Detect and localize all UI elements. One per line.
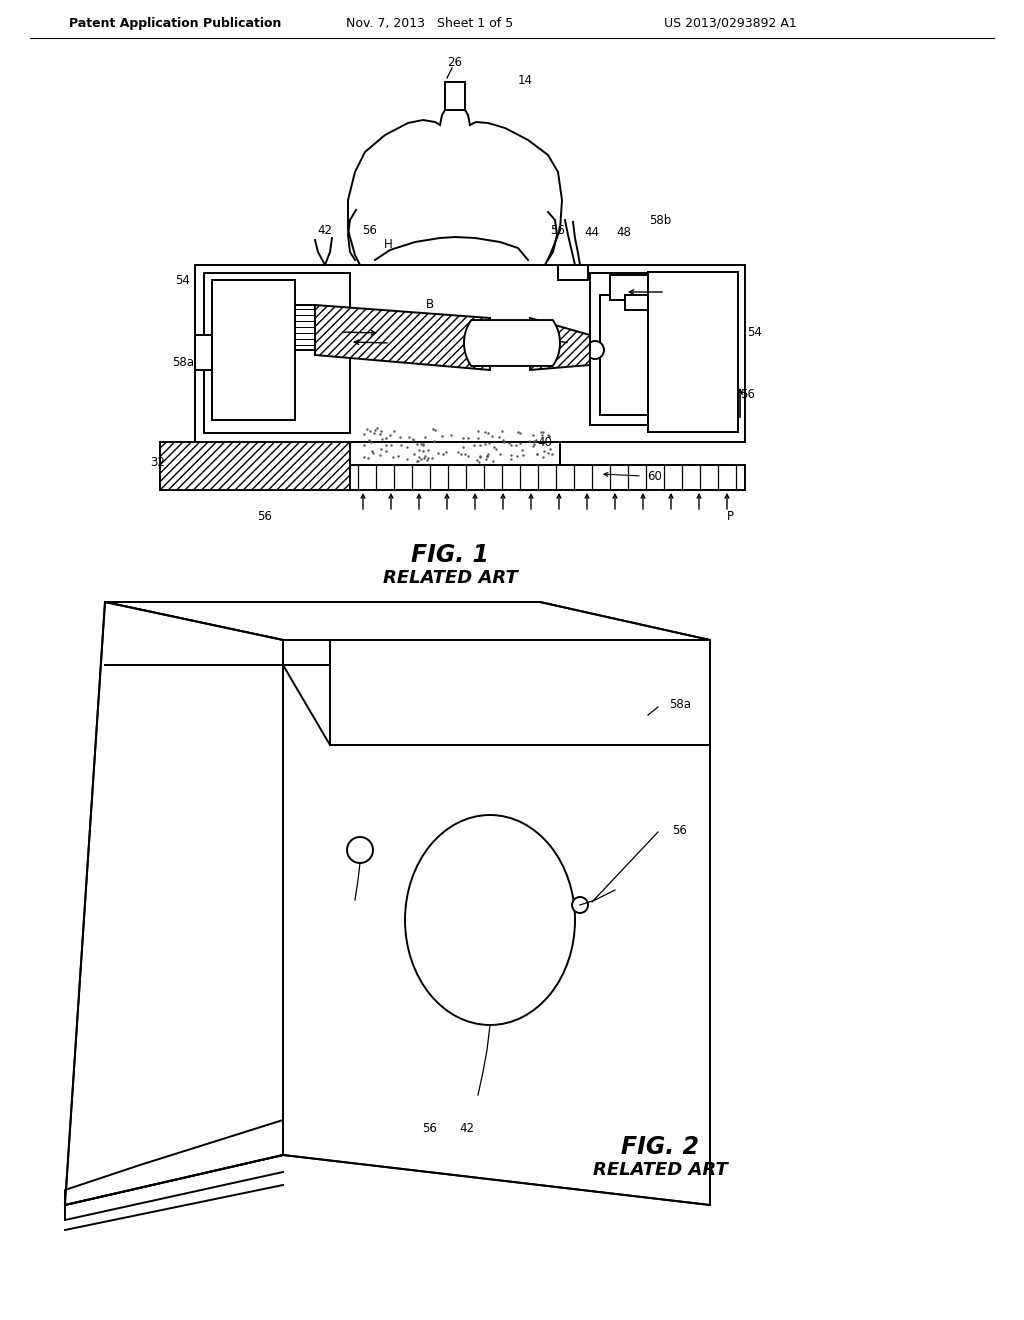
Polygon shape <box>160 442 390 490</box>
Text: 56: 56 <box>673 824 687 837</box>
Text: 42: 42 <box>460 1122 474 1134</box>
Text: Patent Application Publication: Patent Application Publication <box>69 16 282 29</box>
Text: 56: 56 <box>362 223 378 236</box>
Text: 56: 56 <box>740 388 756 401</box>
Polygon shape <box>530 318 590 370</box>
Text: B: B <box>426 298 434 312</box>
Polygon shape <box>464 319 560 366</box>
Bar <box>195 265 745 442</box>
Text: US 2013/0293892 A1: US 2013/0293892 A1 <box>664 16 797 29</box>
Bar <box>445 82 465 110</box>
Text: FIG. 1: FIG. 1 <box>411 543 489 568</box>
Polygon shape <box>283 640 710 1205</box>
Text: 54: 54 <box>175 273 190 286</box>
Bar <box>212 280 295 420</box>
Polygon shape <box>65 602 283 1205</box>
Circle shape <box>572 898 588 913</box>
Text: 58b: 58b <box>649 214 671 227</box>
Text: 56: 56 <box>258 510 272 523</box>
Text: 44: 44 <box>585 226 599 239</box>
Bar <box>350 465 745 490</box>
Bar <box>600 294 720 414</box>
Text: H: H <box>384 239 392 252</box>
Text: 48: 48 <box>616 226 632 239</box>
Bar <box>295 305 315 350</box>
Text: 56: 56 <box>551 223 565 236</box>
Bar <box>648 272 738 432</box>
Bar <box>610 275 725 300</box>
Text: 58a: 58a <box>172 355 194 368</box>
Text: FIG. 2: FIG. 2 <box>621 1135 699 1159</box>
Text: RELATED ART: RELATED ART <box>383 569 517 587</box>
Text: 58a: 58a <box>669 698 691 711</box>
Text: 14: 14 <box>517 74 532 87</box>
Text: Nov. 7, 2013   Sheet 1 of 5: Nov. 7, 2013 Sheet 1 of 5 <box>346 16 514 29</box>
Text: 42: 42 <box>317 223 333 236</box>
Bar <box>350 442 560 465</box>
Bar <box>195 335 212 370</box>
Bar <box>625 294 685 310</box>
Text: P: P <box>726 510 733 523</box>
Polygon shape <box>105 602 710 640</box>
Bar <box>204 273 350 433</box>
Ellipse shape <box>406 814 575 1026</box>
Text: 54: 54 <box>748 326 763 338</box>
Bar <box>590 273 737 425</box>
Text: 56: 56 <box>423 1122 437 1134</box>
Text: 60: 60 <box>647 470 663 483</box>
Polygon shape <box>65 1119 283 1205</box>
Text: 26: 26 <box>447 55 463 69</box>
Bar <box>558 265 588 280</box>
Circle shape <box>347 837 373 863</box>
Text: RELATED ART: RELATED ART <box>593 1162 727 1179</box>
Circle shape <box>586 341 604 359</box>
Text: 32: 32 <box>151 455 166 469</box>
Text: 40: 40 <box>538 437 552 450</box>
Polygon shape <box>315 305 490 370</box>
